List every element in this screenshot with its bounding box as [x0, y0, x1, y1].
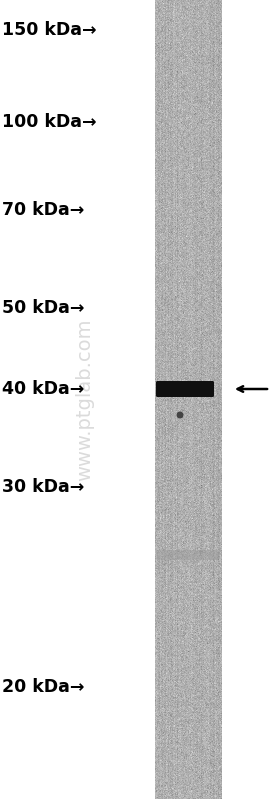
- Text: 100 kDa→: 100 kDa→: [2, 113, 97, 131]
- Text: 30 kDa→: 30 kDa→: [2, 478, 84, 496]
- Text: 20 kDa→: 20 kDa→: [2, 678, 84, 696]
- Text: 50 kDa→: 50 kDa→: [2, 299, 84, 317]
- Text: 40 kDa→: 40 kDa→: [2, 380, 84, 398]
- FancyBboxPatch shape: [157, 550, 219, 560]
- Text: 150 kDa→: 150 kDa→: [2, 21, 97, 39]
- FancyBboxPatch shape: [156, 381, 214, 397]
- Text: www.ptglab.com: www.ptglab.com: [76, 318, 94, 481]
- Circle shape: [176, 411, 183, 419]
- Text: 70 kDa→: 70 kDa→: [2, 201, 84, 219]
